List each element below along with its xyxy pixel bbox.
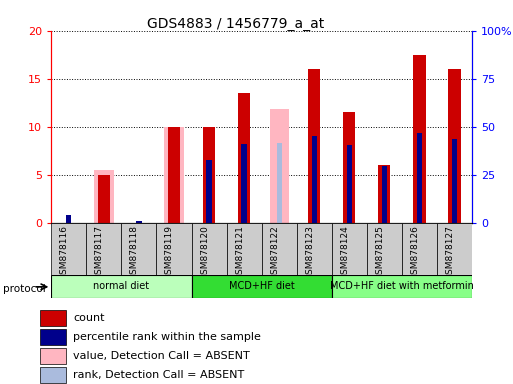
Text: value, Detection Call = ABSENT: value, Detection Call = ABSENT: [73, 351, 250, 361]
Bar: [402, 223, 437, 275]
Bar: [136, 221, 142, 223]
Bar: [98, 175, 110, 223]
Text: normal diet: normal diet: [93, 281, 149, 291]
Bar: [417, 134, 422, 223]
Text: GSM878120: GSM878120: [200, 225, 209, 280]
Bar: [122, 223, 156, 275]
Text: GSM878119: GSM878119: [165, 225, 174, 280]
Text: GSM878116: GSM878116: [60, 225, 69, 280]
Bar: [191, 223, 227, 275]
Bar: [242, 144, 247, 223]
Bar: [308, 69, 320, 223]
Bar: [238, 93, 250, 223]
Bar: [262, 223, 297, 275]
Bar: [164, 127, 184, 223]
Bar: [332, 223, 367, 275]
Bar: [40, 348, 66, 364]
Text: GSM878123: GSM878123: [305, 225, 314, 280]
Bar: [378, 165, 390, 223]
Text: GSM878122: GSM878122: [270, 225, 279, 280]
Bar: [448, 69, 461, 223]
Bar: [382, 166, 387, 223]
Text: count: count: [73, 313, 105, 323]
Bar: [332, 275, 472, 298]
Bar: [168, 127, 180, 223]
Bar: [40, 367, 66, 383]
Text: percentile rank within the sample: percentile rank within the sample: [73, 332, 261, 342]
Text: rank, Detection Call = ABSENT: rank, Detection Call = ABSENT: [73, 370, 245, 380]
Bar: [269, 109, 289, 223]
Bar: [367, 223, 402, 275]
Bar: [437, 223, 472, 275]
Bar: [51, 275, 191, 298]
Bar: [413, 55, 425, 223]
Text: MCD+HF diet: MCD+HF diet: [229, 281, 294, 291]
Text: GDS4883 / 1456779_a_at: GDS4883 / 1456779_a_at: [147, 17, 325, 31]
Bar: [311, 136, 317, 223]
Text: GSM878125: GSM878125: [376, 225, 384, 280]
Text: GSM878117: GSM878117: [95, 225, 104, 280]
Text: GSM878126: GSM878126: [410, 225, 419, 280]
Bar: [51, 223, 86, 275]
Text: GSM878124: GSM878124: [340, 225, 349, 280]
Bar: [206, 161, 212, 223]
Bar: [40, 329, 66, 345]
Bar: [94, 170, 113, 223]
Bar: [191, 275, 332, 298]
Text: MCD+HF diet with metformin: MCD+HF diet with metformin: [330, 281, 474, 291]
Bar: [203, 127, 215, 223]
Text: GSM878127: GSM878127: [445, 225, 455, 280]
Bar: [277, 143, 282, 223]
Bar: [136, 221, 142, 223]
Bar: [171, 157, 176, 223]
Text: GSM878118: GSM878118: [130, 225, 139, 280]
Bar: [343, 112, 356, 223]
Bar: [452, 139, 457, 223]
Text: GSM878121: GSM878121: [235, 225, 244, 280]
Bar: [156, 223, 191, 275]
Bar: [66, 215, 71, 223]
Bar: [66, 215, 71, 223]
Bar: [347, 145, 352, 223]
Bar: [86, 223, 122, 275]
Bar: [40, 310, 66, 326]
Bar: [297, 223, 332, 275]
Bar: [227, 223, 262, 275]
Text: protocol: protocol: [3, 284, 45, 294]
